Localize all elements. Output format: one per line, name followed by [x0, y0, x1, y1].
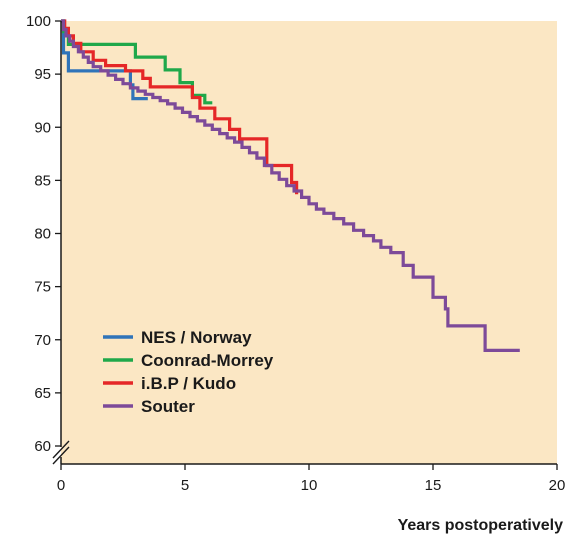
- break-slash-1: [52, 440, 70, 459]
- y-tick-label: 75: [34, 279, 51, 296]
- x-tick-label: 15: [425, 477, 442, 494]
- series-line-souter: [61, 19, 520, 352]
- y-axis-break-mark: [52, 440, 70, 465]
- y-ticks: 60 65 70 75 80 85 90 95 100: [26, 13, 61, 455]
- break-slash-2: [52, 446, 70, 465]
- x-tick-label: 10: [301, 477, 318, 494]
- legend: NES / Norway Coonrad-Morrey i.B.P / Kudo So…: [103, 328, 274, 416]
- x-tick-label: 0: [57, 477, 65, 494]
- y-tick-label: 100: [26, 13, 51, 30]
- y-tick-label: 95: [34, 66, 51, 83]
- y-tick-label: 90: [34, 119, 51, 136]
- y-tick-label: 80: [34, 226, 51, 243]
- y-tick-label: 85: [34, 172, 51, 189]
- legend-label: Souter: [141, 397, 195, 416]
- legend-label: Coonrad-Morrey: [141, 351, 274, 370]
- y-tick-label: 60: [34, 438, 51, 455]
- x-axis-title: Years postoperatively: [398, 517, 564, 534]
- legend-label: i.B.P / Kudo: [141, 374, 236, 393]
- x-ticks: 0 5 10 15 20: [57, 464, 566, 494]
- legend-label: NES / Norway: [141, 328, 252, 347]
- series-lines: [61, 19, 520, 352]
- x-tick-label: 20: [549, 477, 566, 494]
- y-tick-label: 70: [34, 332, 51, 349]
- x-tick-label: 5: [181, 477, 189, 494]
- plot-background: [61, 21, 557, 464]
- y-tick-label: 65: [34, 385, 51, 402]
